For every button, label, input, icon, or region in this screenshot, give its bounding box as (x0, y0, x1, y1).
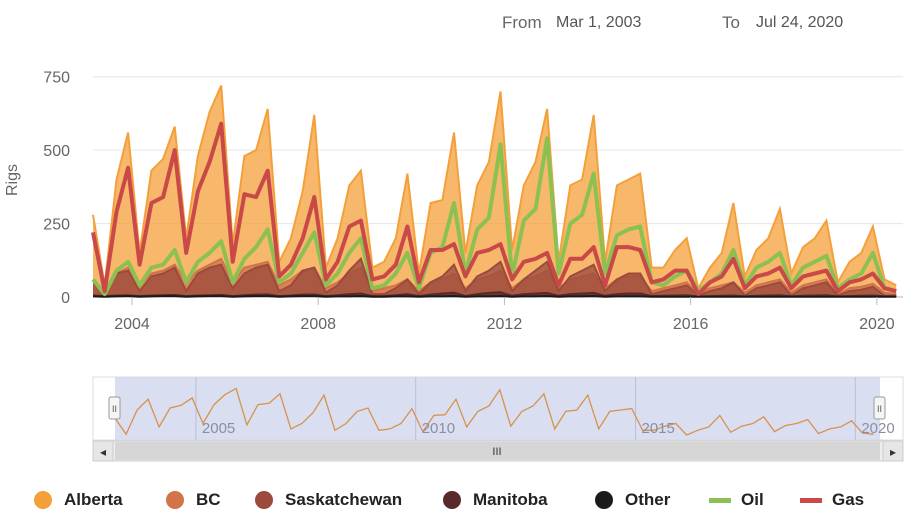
navigator-left-handle[interactable]: II (108, 396, 121, 420)
to-label: To (722, 13, 740, 32)
legend-item-saskatchewan[interactable]: Saskatchewan (255, 490, 402, 510)
scrollbar-thumb[interactable] (115, 442, 880, 460)
bc-swatch-icon (166, 491, 184, 509)
x-axis-ticks: 2004 2008 2012 2016 2020 (114, 297, 895, 333)
legend: Alberta BC Saskatchewan Manitoba Other O… (0, 488, 910, 512)
scroll-right-button[interactable] (882, 440, 904, 462)
rig-count-chart[interactable]: 0 250 500 750 2004 2008 2012 2016 2020 Rigs (0, 0, 910, 370)
y-tick-label: 500 (43, 143, 70, 160)
alberta-swatch-icon (34, 491, 52, 509)
navigator-labels: 2005 2010 2015 2020 (202, 420, 895, 437)
navigator-year-label: 2005 (202, 420, 235, 437)
navigator-grid (195, 377, 856, 440)
x-tick-label: 2004 (114, 316, 150, 333)
oil-line (91, 136, 897, 297)
y-tick-label: 750 (43, 70, 70, 87)
navigator-year-label: 2010 (422, 420, 455, 437)
from-date-input[interactable]: Mar 1, 2003 (556, 6, 704, 40)
to-date-value: Jul 24, 2020 (756, 14, 844, 31)
y-tick-label: 250 (43, 217, 70, 234)
other-area-edge (92, 295, 897, 298)
navigator-series-line (114, 387, 874, 436)
saskatchewan-area (93, 258, 897, 297)
left-handle-grip: II (112, 404, 117, 414)
scroll-left-button[interactable] (92, 440, 114, 462)
saskatchewan-area-edge (92, 256, 897, 297)
navigator-year-label: 2015 (642, 420, 675, 437)
x-tick-label: 2012 (487, 316, 523, 333)
scrollbar-grip: III (492, 446, 501, 458)
from-label: From (502, 13, 542, 32)
y-axis-label: Rigs (4, 164, 21, 196)
navigator[interactable]: 2005 2010 2015 2020 II II III ◂ ▸ (0, 375, 910, 465)
alberta-area-edge (92, 85, 897, 291)
other-swatch-icon (595, 491, 613, 509)
x-tick-label: 2016 (673, 316, 709, 333)
oil-swatch-icon (709, 497, 731, 503)
legend-item-manitoba[interactable]: Manitoba (443, 490, 548, 510)
navigator-year-label: 2020 (861, 420, 894, 437)
legend-item-alberta[interactable]: Alberta (34, 490, 123, 510)
gas-swatch-icon (800, 497, 822, 503)
legend-item-other[interactable]: Other (595, 490, 670, 510)
y-tick-label: 0 (61, 290, 70, 307)
scroll-right-arrow-icon: ▸ (890, 445, 896, 459)
legend-item-gas[interactable]: Gas (800, 490, 864, 510)
saskatchewan-swatch-icon (255, 491, 273, 509)
line-series (91, 121, 897, 297)
navigator-right-handle[interactable]: II (873, 396, 886, 420)
x-tick-label: 2020 (859, 316, 895, 333)
manitoba-swatch-icon (443, 491, 461, 509)
legend-item-bc[interactable]: BC (166, 490, 221, 510)
scroll-left-arrow-icon: ◂ (100, 445, 106, 459)
to-date-input[interactable]: Jul 24, 2020 (756, 6, 904, 40)
gas-line (91, 121, 897, 297)
x-tick-label: 2008 (300, 316, 336, 333)
right-handle-grip: II (877, 404, 882, 414)
from-date-value: Mar 1, 2003 (556, 14, 642, 31)
legend-item-oil[interactable]: Oil (709, 490, 764, 510)
y-axis-ticks: 0 250 500 750 (43, 70, 70, 307)
